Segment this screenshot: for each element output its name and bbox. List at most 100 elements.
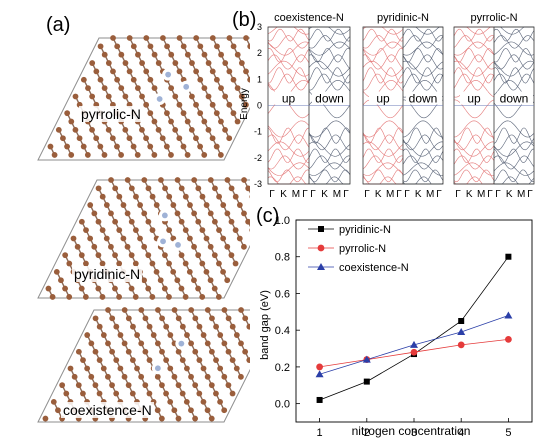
band-k-label: M xyxy=(426,189,434,200)
data-point xyxy=(505,335,512,343)
nitrogen-atom xyxy=(160,238,166,245)
band-k-label: Γ xyxy=(396,189,402,200)
band-panel-title: pyridinic-N xyxy=(377,12,429,24)
band-k-label: K xyxy=(466,189,473,200)
data-point xyxy=(505,253,512,260)
data-point xyxy=(315,370,324,378)
x-tick-label: 4 xyxy=(458,427,464,439)
nitrogen-atom xyxy=(156,96,163,102)
spin-down-label: down xyxy=(500,92,529,106)
data-point xyxy=(363,378,370,385)
band-k-label: Γ xyxy=(302,189,308,200)
band-ytick-label: -2 xyxy=(254,153,262,163)
y-tick-label: 0.2 xyxy=(275,362,290,374)
series-line xyxy=(319,256,509,401)
chart-ylabel: band gap (eV) xyxy=(259,290,271,360)
legend-marker xyxy=(317,244,325,252)
y-tick-label: 0.0 xyxy=(275,399,290,411)
nitrogen-atom xyxy=(183,83,190,90)
panel-label-a: (a) xyxy=(46,14,71,36)
legend-entry: pyrrolic-N xyxy=(339,243,386,255)
band-k-label: Γ xyxy=(404,189,410,200)
band-k-label: Γ xyxy=(310,189,316,200)
band-k-label: K xyxy=(375,189,382,200)
band-k-label: M xyxy=(386,189,394,200)
data-point xyxy=(457,341,465,349)
band-ytick-label: 0 xyxy=(257,101,262,111)
legend-marker xyxy=(318,226,324,232)
lattice-caption-coexistence: coexistence-N xyxy=(61,402,154,418)
lattice-figure xyxy=(37,35,250,423)
band-ytick-label: 2 xyxy=(257,48,262,58)
y-tick-label: 0.4 xyxy=(275,325,290,337)
band-k-label: Γ xyxy=(343,189,349,200)
band-k-label: K xyxy=(280,189,287,200)
data-point xyxy=(410,348,418,356)
series-pyridinic-N xyxy=(316,253,512,403)
data-point xyxy=(504,311,513,319)
band-k-label: M xyxy=(292,189,300,200)
y-tick-label: 0.8 xyxy=(275,252,290,264)
x-tick-label: 3 xyxy=(411,427,417,439)
panel-label-b: (b) xyxy=(232,9,257,31)
chart-xlabel: nitrogen concentration xyxy=(352,424,471,438)
band-k-label: Γ xyxy=(364,189,370,200)
band-panel-title: coexistence-N xyxy=(274,12,344,24)
band-k-label: K xyxy=(506,189,513,200)
band-k-label: Γ xyxy=(455,189,461,200)
supercell-outline xyxy=(37,179,250,299)
spin-up-label: up xyxy=(282,92,296,106)
data-point xyxy=(458,318,465,324)
bandgap-chart: 0.0 0.2 0.4 0.6 0.8 1.0 1 2 3 4 5 pyridinic-N pyrro… xyxy=(259,215,533,439)
band-k-label: K xyxy=(415,189,422,200)
data-point xyxy=(410,340,418,348)
nitrogen-atom xyxy=(165,71,172,78)
nitrogen-atom xyxy=(161,212,168,219)
y-tick-label: 1.0 xyxy=(275,215,290,227)
nitrogen-atom xyxy=(154,365,161,372)
band-k-label: Γ xyxy=(269,189,275,200)
lattice-panel-2 xyxy=(37,177,250,300)
band-panel-title: pyrrolic-N xyxy=(470,12,517,24)
band-k-label: M xyxy=(477,189,485,200)
spin-down-label: down xyxy=(409,92,438,106)
nitrogen-atom xyxy=(178,340,185,347)
lattice-caption-pyridinic: pyridinic-N xyxy=(72,266,143,282)
series-coexistence-N xyxy=(315,311,513,378)
spin-up-label: up xyxy=(376,92,390,106)
plot-frame xyxy=(295,219,533,423)
legend-entry: coexistence-N xyxy=(339,262,409,274)
panel-label-c: (c) xyxy=(256,205,280,227)
band-k-label: Γ xyxy=(527,189,533,200)
band-k-label: M xyxy=(517,189,525,200)
supercell-outline xyxy=(37,309,250,423)
lattice-panel-3 xyxy=(37,307,250,423)
y-tick-label: 0.6 xyxy=(275,288,290,300)
nitrogen-atom xyxy=(175,242,181,248)
band-ytick-label: 1 xyxy=(257,74,262,84)
legend-entry: pyridinic-N xyxy=(339,224,391,236)
band-ytick-label: 3 xyxy=(257,22,262,32)
data-point xyxy=(457,328,466,336)
x-tick-label: 2 xyxy=(364,427,370,439)
band-k-label: M xyxy=(333,189,341,200)
data-point xyxy=(316,363,323,371)
band-k-label: Γ xyxy=(487,189,493,200)
lattice-panel-1 xyxy=(37,35,250,161)
supercell-outline xyxy=(37,37,250,161)
band-ytick-label: -1 xyxy=(254,127,262,137)
band-k-label: Γ xyxy=(436,189,442,200)
legend-marker xyxy=(317,263,325,270)
x-tick-label: 5 xyxy=(505,427,511,439)
band-ytick-label: -3 xyxy=(254,179,262,189)
band-k-label: Γ xyxy=(495,189,501,200)
spin-up-label: up xyxy=(467,92,481,106)
x-tick-label: 1 xyxy=(317,427,323,439)
lattice-caption-pyrrolic: pyrrolic-N xyxy=(79,106,143,122)
spin-down-label: down xyxy=(315,92,344,106)
band-k-label: K xyxy=(321,189,328,200)
